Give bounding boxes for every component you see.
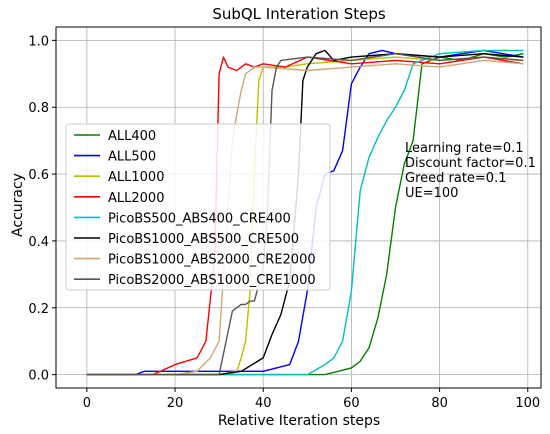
y-tick-label: 1.0 xyxy=(28,34,49,49)
x-tick-label: 60 xyxy=(343,396,360,411)
legend-label: ALL500 xyxy=(108,150,156,165)
y-tick-label: 0.6 xyxy=(28,168,49,183)
x-tick-label: 20 xyxy=(167,396,184,411)
annotation-line: UE=100 xyxy=(405,186,458,201)
legend-label: PicoBS1000_ABS2000_CRE2000 xyxy=(108,253,316,268)
legend-label: ALL400 xyxy=(108,129,156,144)
series-line-picobs1000-abs2000-cre2000 xyxy=(86,59,524,376)
series-line-picobs500-abs400-cre400 xyxy=(175,49,524,376)
y-tick-label: 0.8 xyxy=(28,101,49,116)
annotation-line: Greed rate=0.1 xyxy=(405,171,507,186)
legend-box xyxy=(65,123,331,291)
x-tick-label: 80 xyxy=(431,396,448,411)
legend-label: PicoBS1000_ABS500_CRE500 xyxy=(108,232,299,247)
legend-label: PicoBS500_ABS400_CRE400 xyxy=(108,211,291,226)
legend-label: PicoBS2000_ABS1000_CRE1000 xyxy=(108,273,316,288)
legend-label: ALL2000 xyxy=(108,191,164,206)
x-tick-label: 100 xyxy=(515,396,540,411)
y-tick-label: 0.4 xyxy=(28,235,49,250)
y-tick-label: 0.0 xyxy=(28,369,49,384)
annotation-line: Learning rate=0.1 xyxy=(405,141,524,156)
x-tick-label: 40 xyxy=(255,396,272,411)
series-line-all2000 xyxy=(86,56,524,376)
y-tick-label: 0.2 xyxy=(28,302,49,317)
x-axis-label: Relative Iteration steps xyxy=(218,413,380,429)
chart-title: SubQL Interation Steps xyxy=(212,5,386,23)
x-tick-label: 0 xyxy=(83,396,91,411)
legend-label: ALL1000 xyxy=(108,170,164,185)
series-line-all400 xyxy=(175,53,524,376)
plot-frame xyxy=(55,26,542,389)
axis-ticks: 0 20 40 60 80 100 0.0 0.2 0.4 0.6 0.8 1.0 xyxy=(28,34,540,411)
legend: ALL400 ALL500 ALL1000 ALL2000 PicoBS500_ABS4… xyxy=(65,123,331,291)
annotation-line: Discount factor=0.1 xyxy=(405,156,536,171)
y-axis-label: Accuracy xyxy=(10,173,26,237)
